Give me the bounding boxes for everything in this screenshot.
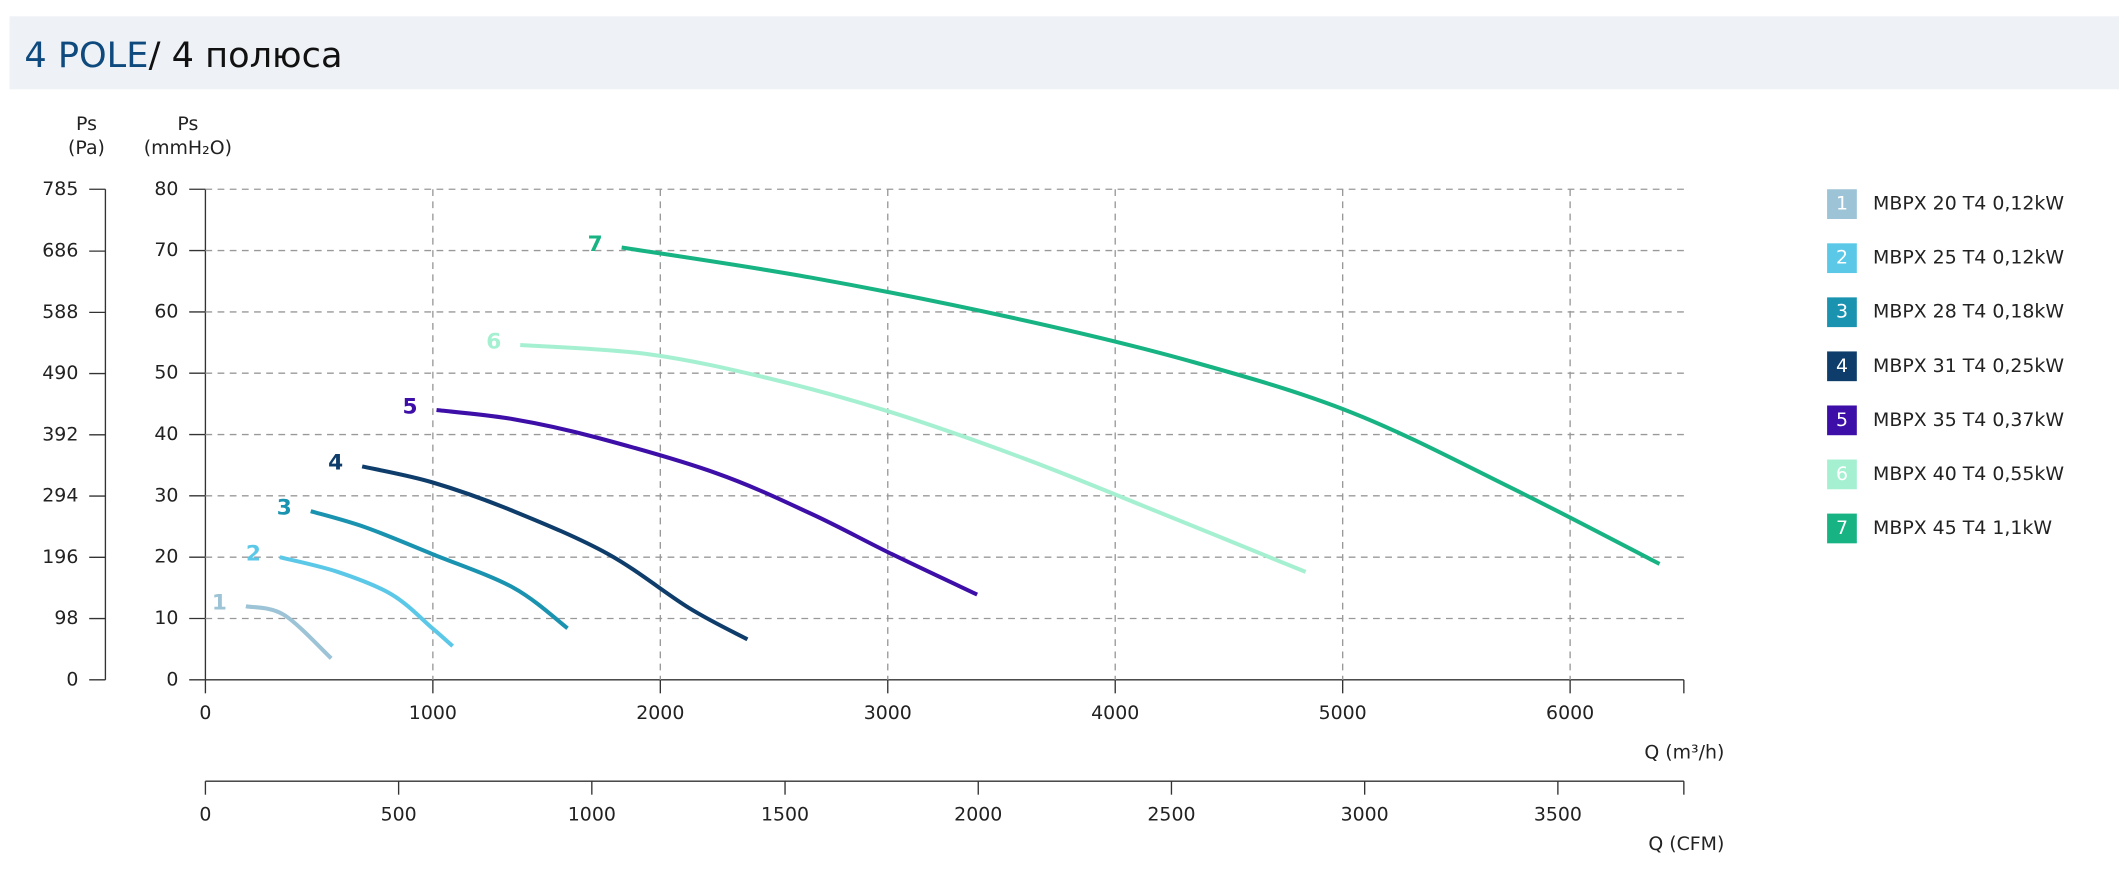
x2-tick-label: 3500 [1534,803,1582,825]
legend-number: 3 [1836,301,1848,323]
y2-tick-label: 490 [42,362,78,384]
y-tick-label: 30 [154,484,178,506]
curve-label: 2 [246,541,261,566]
x-tick-label: 2000 [636,702,684,724]
legend-number: 4 [1836,355,1848,377]
legend-swatch [1827,459,1857,490]
x-tick-label: 3000 [864,702,912,724]
legend-number: 6 [1836,463,1848,485]
y-tick-label: 50 [154,362,178,384]
y-unit: (mmH₂O) [144,137,232,159]
header-band [9,16,2119,90]
chart-subtitle: / 4 полюса [149,35,343,76]
x-tick-label: 1000 [409,702,457,724]
legend-number: 1 [1836,193,1848,215]
curve [310,509,569,630]
y2-tick-label: 588 [42,301,78,323]
curve-label: 3 [277,495,292,520]
curve-label: 7 [588,232,603,257]
legend-number: 2 [1836,247,1848,269]
legend-number: 7 [1836,517,1848,539]
curve-label: 1 [212,591,227,616]
x2-tick-label: 1000 [568,803,616,825]
x-label: Q (m³/h) [1644,741,1724,763]
curve [279,555,454,648]
legend-number: 5 [1836,409,1848,431]
x2-tick-label: 3000 [1341,803,1389,825]
chart-title: 4 POLE [24,35,148,76]
x2-tick-label: 1500 [761,803,809,825]
x2-tick-label: 2000 [954,803,1002,825]
legend-swatch [1827,513,1857,544]
y-tick-label: 20 [154,546,178,568]
x2-label: Q (CFM) [1648,833,1724,855]
legend-label: MBPX 25 T4 0,12kW [1873,247,2064,269]
legend-swatch [1827,243,1857,274]
y2-unit: (Pa) [68,137,105,159]
y-tick-label: 70 [154,239,178,261]
x2-tick-label: 500 [381,803,417,825]
y2-label: Ps [76,113,97,135]
x2-tick-label: 0 [199,803,211,825]
x-tick-label: 6000 [1546,702,1594,724]
y2-tick-label: 392 [42,423,78,445]
y2-tick-label: 785 [42,178,78,200]
curve [436,407,979,597]
x2-tick-label: 2500 [1147,803,1195,825]
legend-label: MBPX 35 T4 0,37kW [1873,409,2064,431]
curve-label: 4 [328,451,343,476]
y-tick-label: 40 [154,423,178,445]
legend-label: MBPX 31 T4 0,25kW [1873,355,2064,377]
legend-swatch [1827,297,1857,328]
curve [361,464,749,642]
y2-tick-label: 0 [66,668,78,690]
y-tick-label: 80 [154,178,178,200]
y-tick-label: 0 [166,668,178,690]
x-tick-label: 0 [199,702,211,724]
curve [245,604,333,660]
legend-label: MBPX 28 T4 0,18kW [1873,301,2064,323]
curve-label: 5 [403,394,418,419]
legend-swatch [1827,405,1857,436]
y2-tick-label: 196 [42,546,78,568]
curve [520,342,1307,574]
legend-label: MBPX 40 T4 0,55kW [1873,463,2064,485]
y2-tick-label: 98 [54,607,78,629]
curve-label: 6 [486,329,501,354]
x-tick-label: 5000 [1319,702,1367,724]
legend-swatch [1827,351,1857,382]
y-tick-label: 60 [154,300,178,322]
y2-tick-label: 686 [42,240,78,262]
y2-tick-label: 294 [42,485,78,507]
legend-swatch [1827,189,1857,219]
legend-label: MBPX 45 T4 1,1kW [1873,517,2052,539]
y-label: Ps [177,113,198,135]
x-tick-label: 4000 [1091,702,1139,724]
legend-label: MBPX 20 T4 0,12kW [1873,193,2064,215]
y-tick-label: 10 [154,607,178,629]
curve [621,245,1661,566]
